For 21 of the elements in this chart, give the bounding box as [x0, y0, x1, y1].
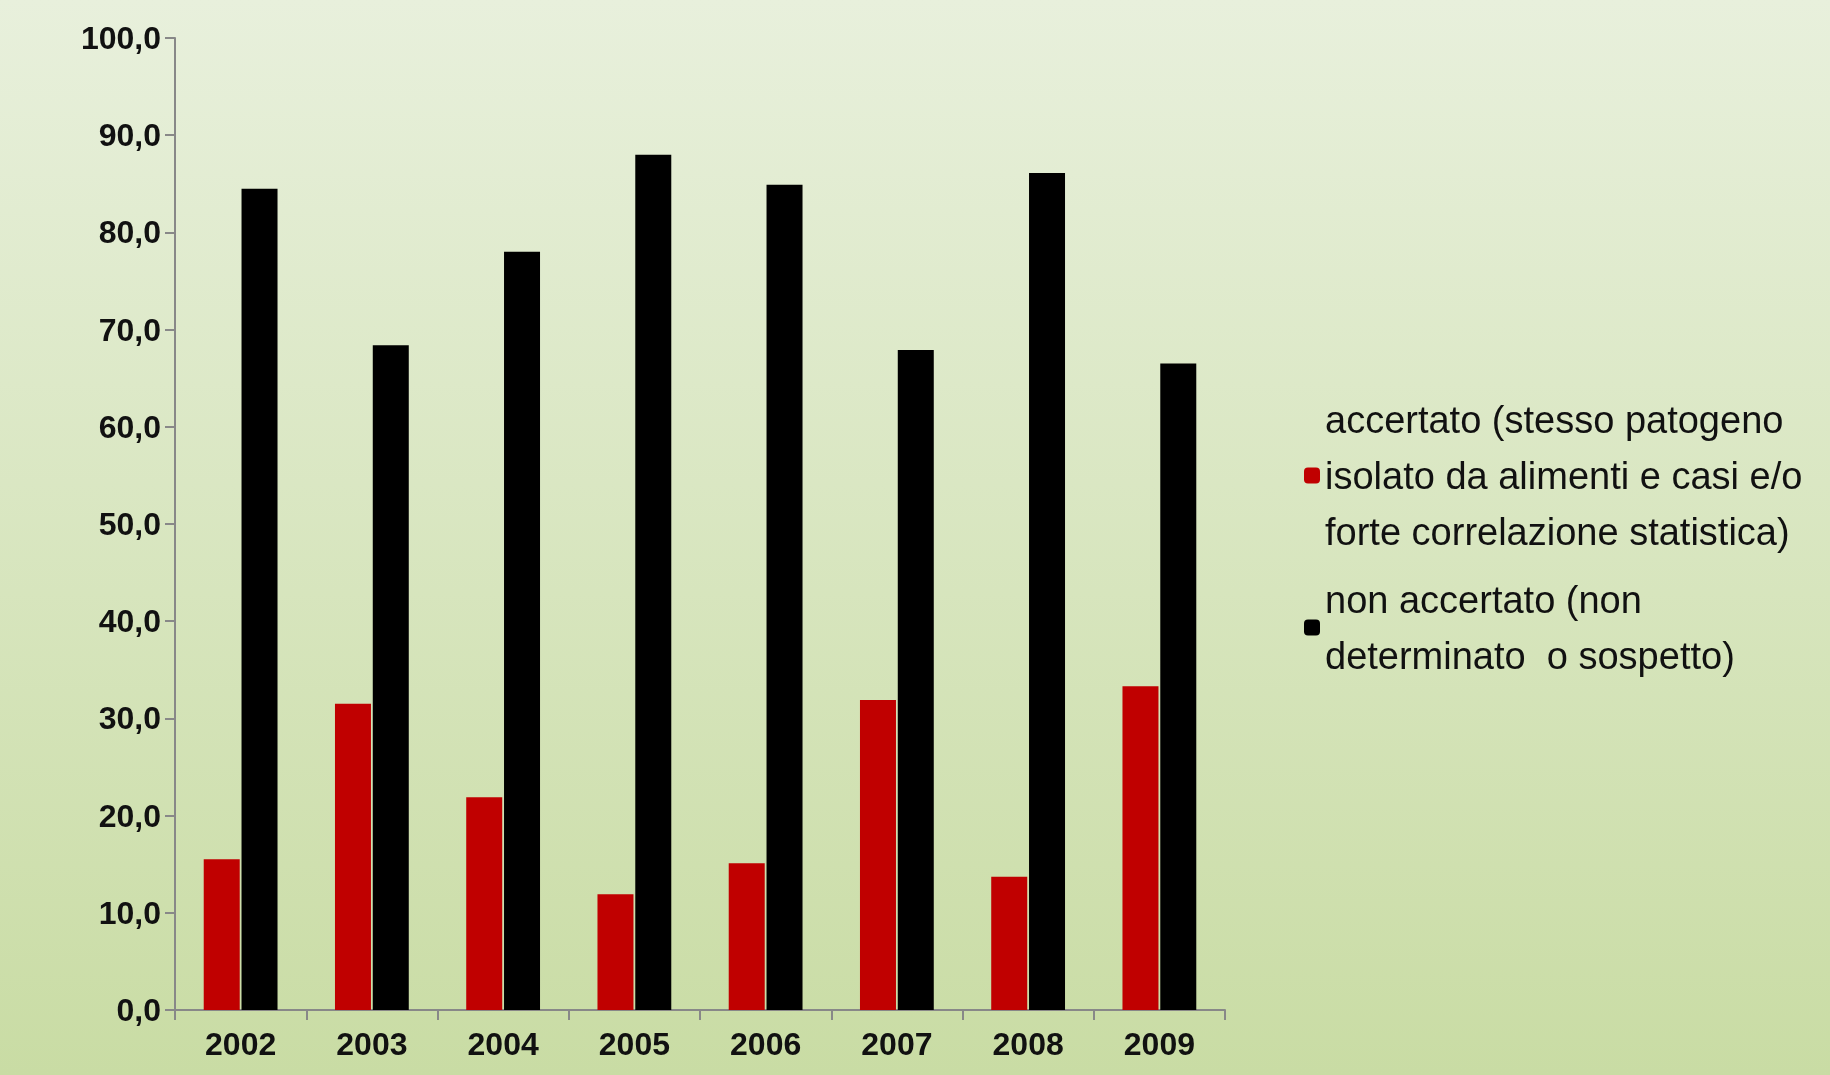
y-tick-label: 40,0 [98, 603, 161, 640]
legend-label: non accertato (non determinato o sospetto) [1325, 578, 1735, 677]
y-tick-label: 0,0 [116, 992, 161, 1028]
x-tick-label: 2006 [730, 1026, 802, 1062]
x-tick-label: 2004 [467, 1026, 539, 1062]
y-tick-label: 100,0 [80, 20, 161, 56]
x-tick-label: 2003 [336, 1026, 408, 1062]
x-tick-label: 2007 [861, 1026, 933, 1062]
x-tick-label: 2008 [992, 1026, 1064, 1062]
y-tick-label: 80,0 [98, 214, 161, 251]
y-tick-label: 70,0 [98, 311, 161, 348]
x-tick-label: 2002 [205, 1026, 277, 1062]
y-tick-label: 30,0 [98, 700, 161, 737]
y-tick-label: 60,0 [98, 408, 161, 445]
x-tick-label: 2005 [598, 1026, 670, 1062]
y-tick-label: 90,0 [98, 117, 161, 154]
x-tick-label: 2009 [1123, 1026, 1195, 1062]
y-tick-label: 50,0 [98, 506, 161, 542]
y-tick-label: 10,0 [98, 894, 161, 931]
legend-label: accertato (stesso patogeno isolato da alimenti e casi e/o forte correlazione statistica) [1325, 398, 1813, 553]
y-tick-label: 20,0 [98, 797, 161, 834]
